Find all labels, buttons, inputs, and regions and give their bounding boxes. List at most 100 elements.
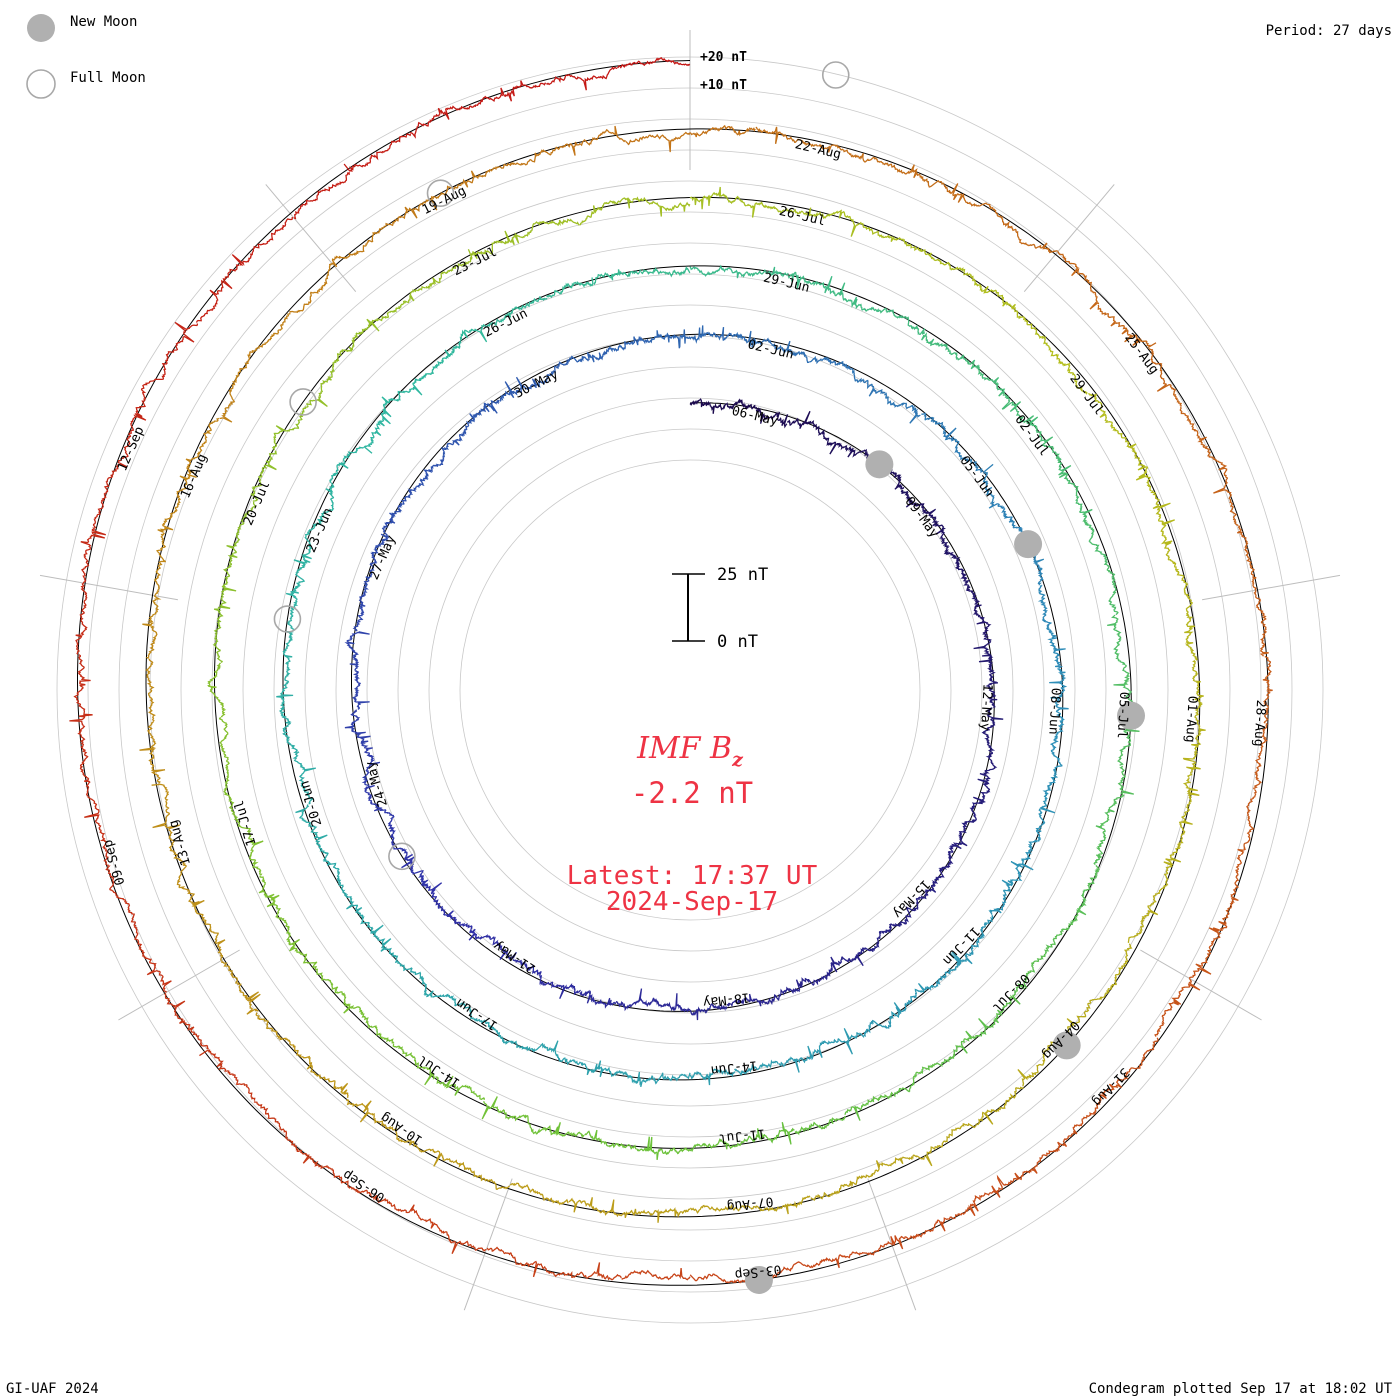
series-trace-segment — [901, 982, 939, 1013]
series-trace-segment — [276, 666, 294, 715]
ring-label-20: +20 nT — [700, 50, 747, 65]
series-trace-segment — [282, 619, 295, 668]
full-moon-marker — [388, 842, 416, 871]
day-spokes — [39, 30, 1341, 1311]
series-trace-segment — [255, 1012, 302, 1058]
series-trace-segment — [973, 637, 995, 673]
series-trace-segment — [969, 914, 994, 955]
series-trace-segment — [351, 670, 370, 710]
series-trace-segment — [608, 335, 650, 353]
series-trace-segment — [1087, 392, 1127, 439]
series-trace-segment — [295, 804, 328, 850]
series-trace-segment — [743, 1122, 795, 1145]
date-label: 24-May — [363, 759, 391, 808]
series-trace-segment — [329, 446, 365, 484]
series-trace-segment — [1036, 430, 1072, 476]
series-trace-segment — [359, 1189, 425, 1221]
series-trace-segment — [617, 57, 691, 69]
period-label: Period: 27 days — [1265, 23, 1392, 39]
series-trace-segment — [342, 889, 371, 929]
series-trace-segment — [1237, 789, 1257, 855]
series-trace-segment — [1046, 626, 1066, 669]
series-trace-segment — [738, 266, 789, 278]
series-trace-segment — [409, 104, 477, 139]
series-trace-segment — [440, 166, 500, 196]
series-trace-segment — [1049, 710, 1065, 755]
series-trace-segment — [1191, 660, 1204, 720]
series-trace-segment — [301, 1152, 360, 1194]
series-trace-segment — [954, 1174, 1014, 1218]
series-trace-segment — [352, 1006, 395, 1044]
series-trace-segment — [943, 183, 1002, 218]
series-trace-segment — [942, 541, 966, 573]
day-spoke — [265, 184, 357, 292]
date-label: 08-Jun — [1045, 687, 1063, 735]
series-trace-segment — [247, 312, 291, 362]
series-trace-segment — [315, 968, 355, 1014]
new-moon-marker — [1117, 701, 1146, 730]
series-trace-segment — [319, 848, 344, 891]
moon-markers — [273, 61, 1146, 1294]
series-trace-segment — [1182, 718, 1206, 778]
series-trace-segment — [145, 658, 156, 722]
series-trace-segment — [389, 486, 417, 519]
series-trace-segment — [689, 1138, 744, 1153]
grid-circle — [428, 428, 952, 952]
series-trace-segment — [726, 993, 765, 1008]
series-trace-segment — [1213, 461, 1239, 526]
series-trace-segment — [912, 245, 966, 274]
series-trace-segment — [628, 1207, 691, 1223]
series-trace-segment — [746, 201, 804, 218]
series-trace-segment — [900, 489, 929, 515]
series-trace-segment — [293, 527, 315, 573]
series-trace-segment — [199, 1049, 256, 1101]
series-trace-segment — [643, 1072, 691, 1085]
series-trace-segment — [481, 1096, 532, 1129]
series-trace-segment — [860, 928, 891, 953]
series-trace-segment — [975, 1086, 1024, 1126]
date-label: 03-Sep — [734, 1261, 783, 1281]
series-trace-segment — [250, 450, 278, 502]
series-trace-segment — [1179, 406, 1220, 463]
series-trace-segment — [258, 875, 288, 924]
series-trace-segment — [1107, 614, 1126, 666]
series-trace-segment — [512, 1040, 559, 1057]
series-trace-segment — [734, 1059, 779, 1076]
series-trace-segment — [346, 1099, 398, 1137]
grid-circle — [397, 397, 983, 983]
series-trace-segment — [755, 126, 819, 148]
date-label: 28-Aug — [1250, 699, 1268, 747]
series-trace-segment — [969, 777, 991, 813]
series-trace-segment — [763, 986, 800, 1006]
series-trace-segment — [450, 915, 483, 941]
date-label: 14-Jun — [710, 1057, 758, 1077]
credit-label: GI-UAF 2024 — [6, 1381, 99, 1397]
new-moon-icon — [27, 14, 55, 42]
day-spoke — [463, 1178, 513, 1311]
date-labels: 06-May09-May12-May15-May18-May21-May24-M… — [101, 137, 1269, 1281]
scale-bar: 25 nT 0 nT — [672, 565, 768, 652]
series-trace-segment — [621, 1268, 691, 1281]
series-trace-segment — [384, 193, 442, 228]
series-trace-segment — [982, 463, 1005, 509]
series-trace-segment — [599, 1066, 645, 1088]
series-trace-segment — [560, 125, 627, 156]
series-trace-segment — [378, 285, 426, 322]
series-trace-segment — [105, 864, 138, 930]
series-trace-segment — [1097, 304, 1157, 349]
series-trace-segment — [459, 318, 505, 343]
series-trace-segment — [381, 374, 427, 404]
series-trace-segment — [331, 225, 386, 268]
series-trace-segment — [223, 771, 240, 826]
series-trace-segment — [363, 784, 395, 819]
series-trace-segment — [164, 992, 209, 1049]
series-trace-segment — [921, 412, 957, 442]
series-baseline-5 — [77, 60, 1269, 1286]
series-trace-segment — [636, 1136, 691, 1160]
series-trace-segment — [1154, 977, 1201, 1037]
grid-circle — [335, 335, 1045, 1045]
series-trace-segment — [1044, 913, 1079, 955]
series-trace-segment — [219, 552, 238, 609]
grid-circle — [56, 56, 1324, 1324]
series-trace-segment — [569, 347, 610, 363]
